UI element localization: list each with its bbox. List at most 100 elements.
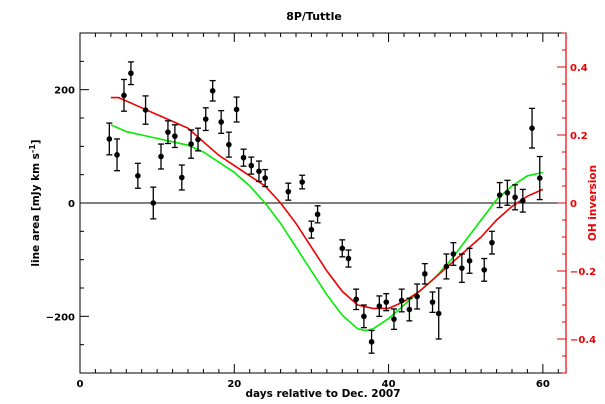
point-marker <box>195 136 201 143</box>
green-series-group <box>110 124 544 332</box>
point-marker <box>226 141 232 148</box>
data-point <box>285 182 292 201</box>
data-point <box>466 247 473 274</box>
data-point <box>195 127 202 152</box>
x-tick-label: 40 <box>382 379 396 390</box>
data-point <box>255 160 262 183</box>
data-point <box>233 96 240 123</box>
point-marker <box>150 200 157 206</box>
data-point <box>496 181 503 209</box>
point-marker <box>459 265 465 271</box>
point-marker <box>128 70 134 77</box>
data-point <box>314 205 321 224</box>
data-point <box>339 239 346 258</box>
data-point <box>164 120 171 145</box>
axis-ticks <box>79 32 566 374</box>
point-marker <box>339 245 346 252</box>
data-point <box>519 188 526 213</box>
y2-tick-label: −0.2 <box>570 267 596 278</box>
y-axis-label-sup: -1 <box>28 144 37 153</box>
point-marker <box>158 153 164 160</box>
point-marker <box>466 258 473 264</box>
data-point <box>202 107 209 132</box>
y-axis-label-main: line area [mJy km s <box>30 153 42 267</box>
point-marker <box>165 129 171 135</box>
point-marker <box>504 190 511 196</box>
data-point <box>178 164 185 191</box>
data-point <box>262 168 269 188</box>
data-point <box>406 297 413 322</box>
point-marker <box>285 188 292 195</box>
point-marker <box>443 263 450 270</box>
x-tick-label: 0 <box>77 379 84 390</box>
data-point <box>142 95 149 125</box>
data-point <box>368 329 375 354</box>
data-point <box>299 174 306 190</box>
data-point <box>240 148 247 167</box>
data-points-group <box>106 61 543 354</box>
point-marker <box>376 303 383 309</box>
point-marker <box>142 107 149 113</box>
y-tick-label: 0 <box>68 199 75 210</box>
data-point <box>225 131 232 158</box>
point-marker <box>529 125 535 131</box>
point-marker <box>256 168 262 175</box>
point-marker <box>353 296 359 303</box>
data-point <box>481 257 488 282</box>
point-marker <box>414 293 420 300</box>
data-point <box>488 230 495 255</box>
point-marker <box>121 92 127 99</box>
y-axis-label: line area [mJy km s-1] <box>28 139 42 266</box>
data-point <box>443 253 450 280</box>
data-point <box>345 249 352 268</box>
data-point <box>376 295 383 317</box>
data-point <box>512 184 519 211</box>
point-marker <box>361 313 367 320</box>
data-point <box>158 143 164 170</box>
data-point <box>390 308 397 331</box>
data-point <box>171 124 178 149</box>
point-marker <box>248 162 255 169</box>
point-marker <box>398 297 405 304</box>
point-marker <box>345 255 352 262</box>
data-point <box>450 242 457 266</box>
y-tick-label: −200 <box>46 312 75 323</box>
point-marker <box>209 88 216 94</box>
point-marker <box>240 154 247 161</box>
data-point <box>114 138 121 172</box>
point-marker <box>429 299 436 305</box>
y2-tick-label: −0.4 <box>570 335 596 346</box>
point-marker <box>391 316 397 322</box>
data-point <box>120 78 127 112</box>
data-point <box>134 162 141 189</box>
data-point <box>398 288 405 313</box>
data-point <box>529 107 536 149</box>
data-point <box>150 186 157 220</box>
y2-tick-label: 0.2 <box>570 131 588 142</box>
data-point <box>188 129 195 159</box>
y-axis-label-close: ] <box>30 139 42 144</box>
point-marker <box>450 251 457 257</box>
data-point <box>218 109 225 134</box>
data-point <box>360 304 367 329</box>
x-axis-label: days relative to Dec. 2007 <box>245 388 400 400</box>
point-marker <box>202 116 209 122</box>
point-marker <box>106 136 113 142</box>
point-marker <box>218 119 224 125</box>
point-marker <box>262 175 268 181</box>
x-tick-label: 20 <box>227 379 241 390</box>
data-point <box>127 61 134 86</box>
y2-tick-label: 0 <box>570 199 577 210</box>
point-marker <box>135 173 141 179</box>
point-marker <box>314 211 321 218</box>
y2-tick-label: 0.4 <box>570 63 588 74</box>
data-point <box>421 262 428 285</box>
point-marker <box>496 192 503 198</box>
data-point <box>414 283 421 310</box>
point-marker <box>422 271 428 277</box>
x-tick-label: 60 <box>536 379 550 390</box>
point-marker <box>368 339 375 345</box>
data-point <box>353 288 360 311</box>
point-marker <box>188 141 194 147</box>
